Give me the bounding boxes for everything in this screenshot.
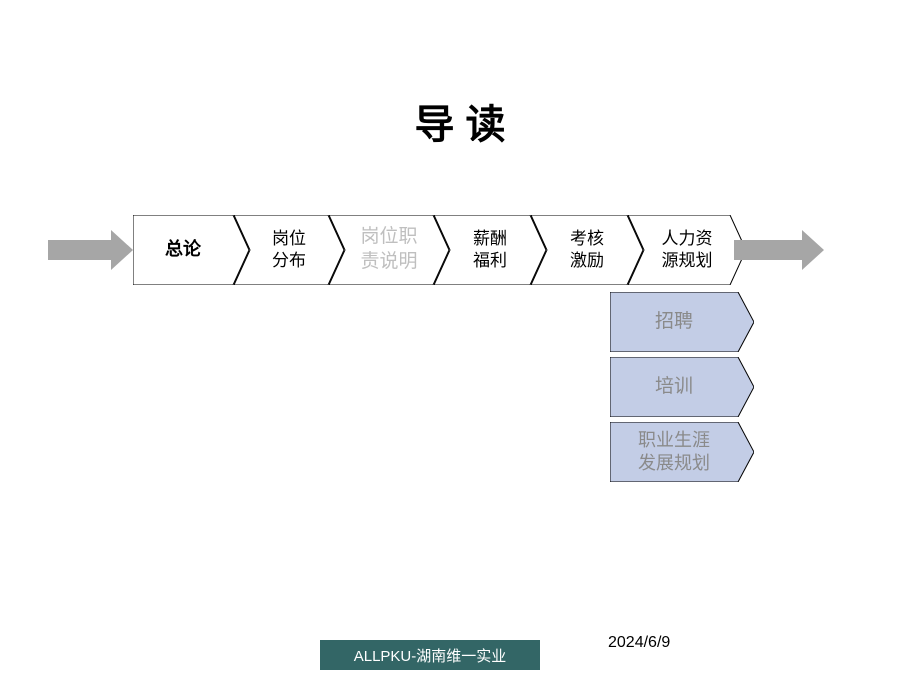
chevron-label: 人力资 源规划 xyxy=(636,215,738,285)
chevron-label: 岗位职 责说明 xyxy=(337,215,441,285)
chevron-label: 考核 激励 xyxy=(539,215,635,285)
title-text: 导 读 xyxy=(414,103,505,147)
footer-bar: ALLPKU-湖南维一实业 xyxy=(320,640,540,670)
chevron-label: 岗位 分布 xyxy=(242,215,336,285)
chevron-label: 薪酬 福利 xyxy=(442,215,538,285)
page-title: 导 读 xyxy=(0,92,920,150)
flow-row: 总论岗位 分布岗位职 责说明薪酬 福利考核 激励人力资 源规划 xyxy=(0,215,920,285)
chevron-label: 总论 xyxy=(133,215,233,285)
lead-arrow-left xyxy=(48,215,133,285)
sub-chevron-label: 培训 xyxy=(610,357,738,417)
sub-chevron-label: 招聘 xyxy=(610,292,738,352)
footer-date-text: 2024/6/9 xyxy=(608,634,670,651)
lead-arrow-right xyxy=(734,215,824,285)
sub-chevron-label: 职业生涯 发展规划 xyxy=(610,422,738,482)
footer-bar-text: ALLPKU-湖南维一实业 xyxy=(354,645,507,666)
footer-date: 2024/6/9 xyxy=(608,634,670,652)
